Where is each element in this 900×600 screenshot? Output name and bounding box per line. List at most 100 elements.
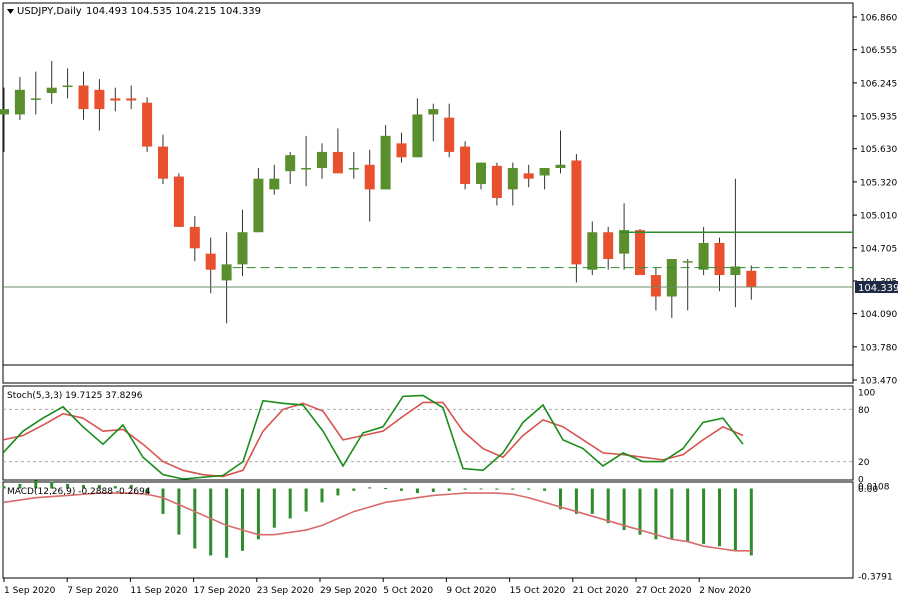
macd-histogram-bar — [463, 488, 467, 490]
x-axis-date-label: 7 Sep 2020 — [67, 586, 119, 596]
price-tick-label: 105.320 — [860, 178, 897, 188]
price-panel-frame — [2, 2, 854, 384]
x-axis-date-label: 27 Oct 2020 — [636, 586, 692, 596]
price-tick-label: 103.780 — [860, 343, 897, 353]
macd-histogram-bar — [384, 488, 388, 490]
candle-body — [460, 146, 471, 185]
candle-body — [158, 146, 168, 179]
macd-histogram-bar — [495, 488, 499, 490]
symbol-label: USDJPY,Daily — [17, 6, 82, 17]
macd-tick-label: 0.0108 — [858, 483, 890, 493]
macd-histogram-bar — [225, 488, 229, 558]
candle-body — [412, 114, 423, 158]
x-axis-date-label: 17 Sep 2020 — [194, 586, 251, 596]
macd-histogram-bar — [66, 483, 70, 489]
macd-panel-frame — [2, 481, 854, 579]
macd-histogram-bar — [654, 488, 658, 540]
x-axis-date-label: 9 Oct 2020 — [446, 586, 496, 596]
x-axis-date-label: 2 Nov 2020 — [699, 586, 751, 596]
candle-body — [205, 253, 216, 270]
candle-body — [126, 98, 137, 101]
candle-body — [380, 135, 391, 190]
candle-body — [269, 178, 280, 190]
macd-histogram-bar — [145, 488, 149, 496]
macd-histogram-bar — [686, 488, 690, 542]
candle-body — [301, 167, 312, 170]
current-price-tag — [855, 281, 898, 293]
stoch-tick-label: 20 — [858, 458, 870, 468]
candle-body — [173, 176, 184, 227]
macd-histogram-bar — [368, 487, 372, 489]
stoch-tick-label: 80 — [858, 406, 870, 416]
x-axis-date-label: 11 Sep 2020 — [130, 586, 187, 596]
macd-histogram-bar — [702, 488, 706, 544]
macd-histogram-bar — [97, 485, 101, 489]
candle-body — [603, 232, 614, 259]
candle-body — [14, 89, 25, 115]
macd-histogram-bar — [241, 488, 244, 551]
price-tick-label: 103.470 — [860, 377, 897, 387]
candle-body — [78, 85, 89, 110]
candle-body — [285, 155, 296, 172]
candle-body — [364, 164, 375, 190]
candle-body — [491, 165, 502, 198]
macd-histogram-bar — [718, 488, 721, 547]
candle-body — [94, 89, 105, 110]
candle-body — [221, 264, 232, 281]
candle-body — [730, 266, 741, 276]
macd-histogram-bar — [82, 485, 85, 489]
ticks-layer: 106.860 106.555 106.245 105.935 105.630 105.3… — [3, 14, 897, 596]
macd-histogram-bar — [511, 488, 515, 490]
price-tick-label: 106.245 — [860, 79, 897, 89]
stoch-signal-line — [2, 401, 744, 478]
price-tick-label: 106.860 — [860, 14, 897, 24]
candle-body — [253, 178, 264, 233]
macd-histogram-bar — [113, 486, 117, 489]
candle-body — [396, 143, 407, 158]
candle-body — [635, 230, 645, 276]
macd-histogram-bar — [447, 488, 451, 491]
macd-histogram-bar — [559, 488, 562, 510]
macd-tick-label: -0.3791 — [858, 573, 893, 583]
candle-body — [698, 242, 709, 270]
candle-body — [237, 232, 248, 265]
candle-body — [555, 164, 566, 168]
candle-body — [714, 242, 725, 276]
macd-histogram-bar — [543, 488, 547, 491]
macd-histogram-bar — [272, 488, 276, 528]
price-tick-label: 105.010 — [860, 212, 897, 222]
macd-histogram-bar — [256, 488, 260, 540]
macd-histogram-bar — [749, 488, 753, 556]
dropdown-triangle-icon[interactable] — [7, 9, 14, 14]
candle-body — [62, 85, 73, 88]
current-price-label: 104.339 — [858, 283, 899, 294]
candle-body — [46, 87, 57, 94]
macd-histogram-bar — [415, 488, 419, 494]
candle-body — [110, 98, 121, 101]
candle-body — [650, 275, 661, 297]
macd-histogram-bar — [590, 488, 594, 514]
macd-histogram-bar — [177, 488, 181, 535]
price-tick-label: 104.705 — [860, 244, 897, 254]
candle-body — [539, 167, 550, 176]
macd-histogram-bar — [733, 488, 737, 551]
x-axis-date-label: 23 Sep 2020 — [257, 586, 314, 596]
macd-histogram-bar — [304, 488, 308, 512]
price-tick-label: 104.090 — [860, 310, 897, 320]
candle-body — [746, 270, 757, 287]
macd-histogram-bar — [320, 488, 324, 503]
candle-body — [0, 109, 9, 115]
x-axis-date-label: 1 Sep 2020 — [4, 586, 56, 596]
candle-body — [189, 226, 200, 249]
levels-layer — [3, 231, 853, 288]
price-tick-label: 105.935 — [860, 113, 897, 123]
macd-histogram-bar — [400, 488, 403, 491]
candle-body — [444, 117, 455, 152]
candle-body — [587, 232, 598, 270]
candle-body — [332, 151, 343, 174]
candle-body — [507, 167, 518, 190]
macd-histogram-bar — [161, 488, 165, 514]
stoch-tick-label: 100 — [858, 389, 875, 399]
stoch-panel-frame — [2, 385, 854, 481]
